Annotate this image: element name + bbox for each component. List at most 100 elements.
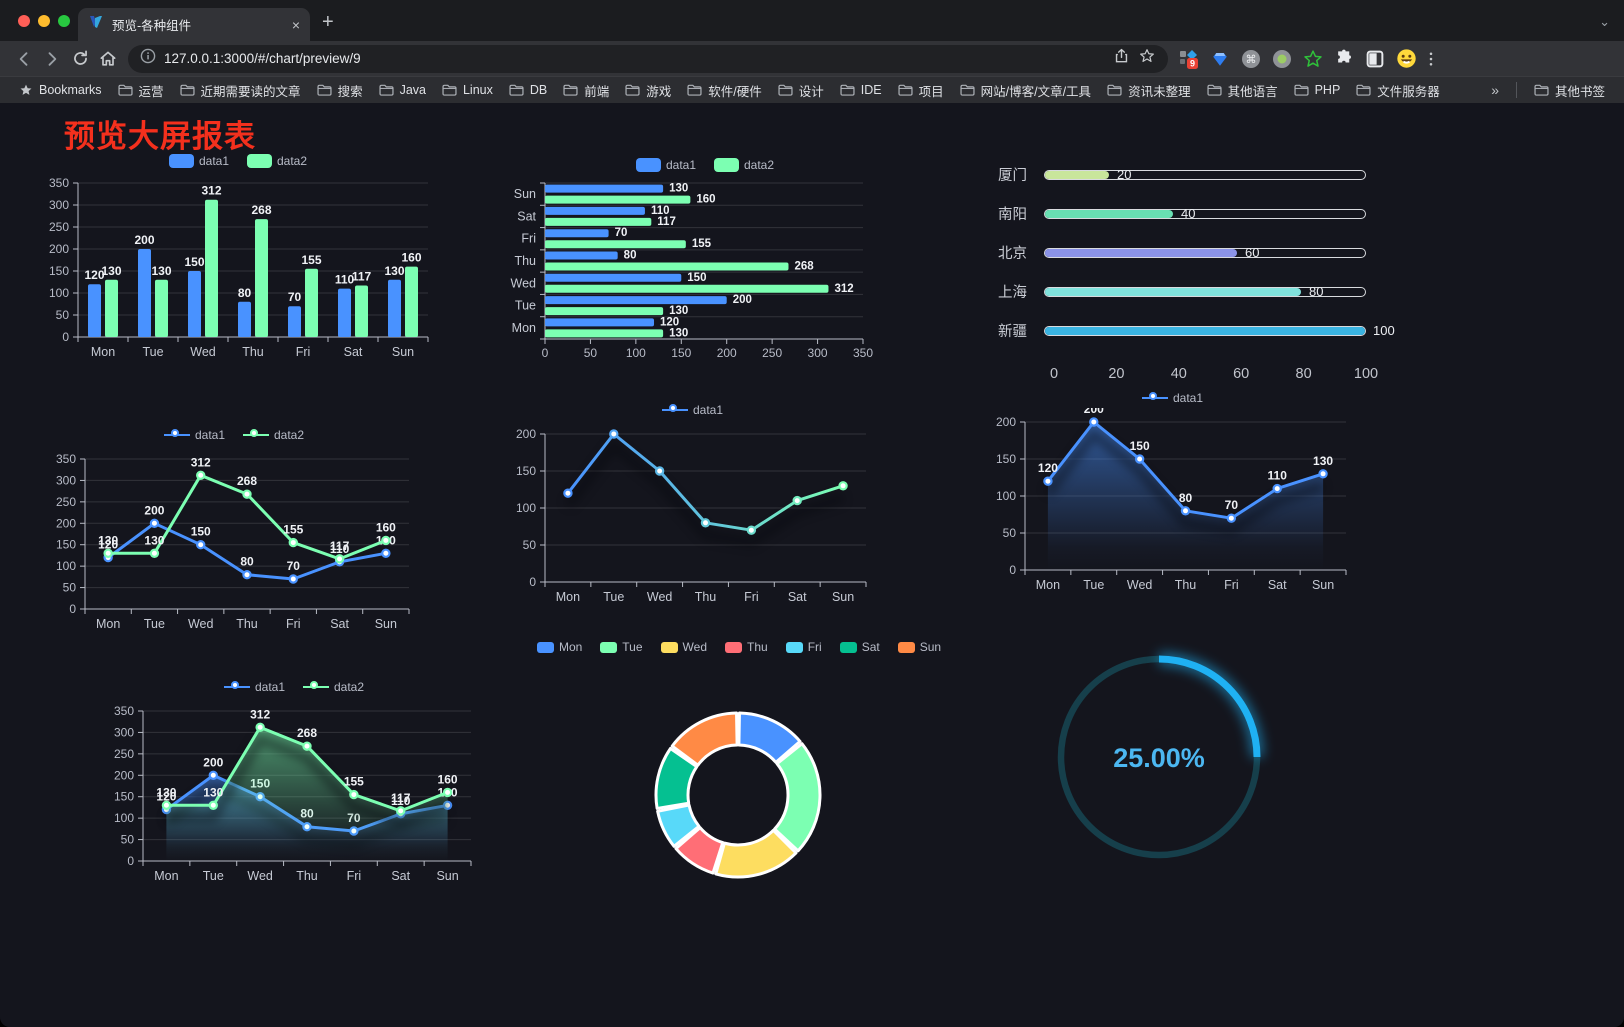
- donut-segment-Sat[interactable]: [654, 747, 699, 810]
- two-series-line-chart[interactable]: data1 data2 0 50 100 150 200 250 300 350 Mon Tue Wed…: [45, 425, 423, 641]
- bookmark-folder-item[interactable]: 近期需要读的文章: [173, 79, 308, 102]
- bookmark-folder-item[interactable]: Java: [372, 81, 433, 99]
- command-extension-icon[interactable]: ⌘: [1240, 48, 1262, 70]
- svg-text:Sat: Sat: [344, 345, 363, 359]
- bookmark-folder-item[interactable]: Linux: [435, 81, 500, 99]
- bookmark-star-icon[interactable]: [1138, 47, 1156, 70]
- legend-item-data2[interactable]: data2: [243, 428, 304, 442]
- bookmark-folder-item[interactable]: 前端: [556, 79, 616, 102]
- donut-segment-Sun[interactable]: [670, 711, 739, 767]
- svg-text:0: 0: [62, 330, 69, 344]
- back-icon[interactable]: [10, 45, 38, 73]
- address-bar[interactable]: 127.0.0.1:3000/#/chart/preview/9: [128, 44, 1168, 73]
- svg-text:200: 200: [144, 503, 164, 517]
- bookmark-folder-item[interactable]: 资讯未整理: [1100, 79, 1198, 102]
- legend-item-data1[interactable]: data1: [635, 158, 696, 172]
- bookmark-folder-item[interactable]: 网站/博客/文章/工具: [953, 79, 1098, 102]
- donut-segment-Mon[interactable]: [737, 711, 802, 764]
- site-info-icon[interactable]: [140, 48, 156, 69]
- bookmark-folder-item[interactable]: 搜索: [310, 79, 370, 102]
- legend-item-data1[interactable]: data1: [1141, 391, 1203, 405]
- progress-row-厦门[interactable]: 厦门 20: [998, 155, 1366, 194]
- bookmarks-manager-item[interactable]: Bookmarks: [12, 81, 109, 99]
- legend-item-data1[interactable]: data1: [163, 428, 225, 442]
- legend-item-Wed[interactable]: Wed: [660, 640, 707, 654]
- bookmark-folder-item[interactable]: 文件服务器: [1349, 79, 1447, 102]
- new-tab-button[interactable]: +: [322, 11, 334, 33]
- donut-segment-Thu[interactable]: [674, 826, 725, 875]
- split-square-extension-icon[interactable]: [1364, 48, 1386, 70]
- legend-item-data1[interactable]: data1: [223, 680, 285, 694]
- legend-item-Fri[interactable]: Fri: [785, 640, 822, 654]
- gem-extension-icon[interactable]: [1209, 48, 1231, 70]
- svg-text:Tue: Tue: [142, 345, 163, 359]
- home-icon[interactable]: [94, 45, 122, 73]
- legend-item-data2[interactable]: data2: [247, 154, 307, 168]
- legend-item-data1[interactable]: data1: [168, 154, 229, 168]
- svg-text:130: 130: [101, 264, 121, 278]
- emoji-extension-icon[interactable]: [1395, 48, 1417, 70]
- svg-text:250: 250: [114, 747, 134, 761]
- green-star-extension-icon[interactable]: [1302, 48, 1324, 70]
- bookmarks-overflow-chevron[interactable]: »: [1491, 82, 1499, 98]
- svg-text:350: 350: [114, 704, 134, 718]
- legend-item-Sat[interactable]: Sat: [839, 640, 880, 654]
- window-minimize-button[interactable]: [38, 15, 50, 27]
- progress-row-新疆[interactable]: 新疆 100: [998, 311, 1395, 350]
- reload-icon[interactable]: [66, 45, 94, 73]
- bookmark-folder-item[interactable]: 其他语言: [1200, 79, 1285, 102]
- svg-text:Wed: Wed: [1127, 578, 1153, 592]
- bookmark-folder-item[interactable]: DB: [502, 81, 554, 99]
- svg-text:70: 70: [288, 290, 302, 304]
- legend-item-Sun[interactable]: Sun: [897, 640, 941, 654]
- share-icon[interactable]: [1113, 47, 1130, 70]
- browser-tab[interactable]: 预览-各种组件 ×: [78, 8, 310, 41]
- donut-segment-Tue[interactable]: [773, 742, 822, 853]
- bookmark-folder-item[interactable]: 设计: [771, 79, 831, 102]
- bookmark-folder-item[interactable]: 项目: [891, 79, 951, 102]
- legend-item-data1[interactable]: data1: [661, 403, 723, 417]
- bookmark-folder-item[interactable]: 游戏: [618, 79, 678, 102]
- browser-menu-icon[interactable]: [1417, 45, 1445, 73]
- progress-row-南阳[interactable]: 南阳 40: [998, 194, 1366, 233]
- green-dot-extension-icon[interactable]: [1271, 48, 1293, 70]
- svg-text:Sun: Sun: [514, 187, 536, 201]
- donut-segment-Fri[interactable]: [656, 803, 701, 848]
- progress-row-上海[interactable]: 上海 80: [998, 272, 1366, 311]
- grouped-bar-chart[interactable]: data1 data2 0 50 100 150 200 250 300 350 Mon Tue Wed…: [40, 151, 436, 369]
- svg-text:150: 150: [114, 790, 134, 804]
- grid-badge-extension-icon[interactable]: 9: [1178, 48, 1200, 70]
- svg-text:160: 160: [376, 520, 396, 534]
- other-bookmarks-folder[interactable]: 其他书签: [1527, 79, 1612, 102]
- window-close-button[interactable]: [18, 15, 30, 27]
- window-zoom-button[interactable]: [58, 15, 70, 27]
- puzzle-extensions-icon[interactable]: [1333, 48, 1355, 70]
- legend-item-data2[interactable]: data2: [303, 680, 364, 694]
- bookmark-folder-item[interactable]: 软件/硬件: [680, 79, 768, 102]
- svg-text:130: 130: [151, 264, 171, 278]
- legend-item-Thu[interactable]: Thu: [725, 640, 768, 654]
- bookmark-folder-item[interactable]: IDE: [833, 81, 889, 99]
- donut-segment-Wed[interactable]: [714, 828, 798, 879]
- svg-text:130: 130: [1313, 454, 1333, 468]
- progress-row-北京[interactable]: 北京 60: [998, 233, 1366, 272]
- svg-text:268: 268: [237, 474, 257, 488]
- forward-icon[interactable]: [38, 45, 66, 73]
- progress-bar-chart[interactable]: 厦门 20 南阳 40 北京 60 上海 80 新疆 100 0 20 40 60 80 100: [998, 155, 1395, 387]
- tab-close-icon[interactable]: ×: [291, 16, 300, 33]
- two-series-area-chart[interactable]: data1 data2 0 50 100 150 200 250 300 350 Mon Tue Wed…: [103, 677, 485, 893]
- svg-text:50: 50: [63, 581, 77, 595]
- legend-item-data2[interactable]: data2: [714, 158, 774, 172]
- bookmark-folder-item[interactable]: 运营: [111, 79, 171, 102]
- bookmark-folder-item[interactable]: PHP: [1287, 81, 1348, 99]
- legend-item-Tue[interactable]: Tue: [600, 640, 643, 654]
- horizontal-bar-chart[interactable]: data1 data2 0 50 100 150 200 250 300 350 Sun 130 160…: [505, 155, 905, 369]
- donut-chart[interactable]: Mon Tue Wed Thu Fri Sat Sun: [536, 637, 941, 893]
- tab-search-chevron-icon[interactable]: ⌄: [1599, 14, 1610, 29]
- area-line-chart[interactable]: data1 0 50 100 150 200 Mon Tue Wed Thu Fri Sat Sun 12…: [985, 388, 1360, 602]
- legend-item-Mon[interactable]: Mon: [536, 640, 582, 654]
- svg-text:110: 110: [1268, 469, 1288, 483]
- url-text[interactable]: 127.0.0.1:3000/#/chart/preview/9: [164, 51, 361, 66]
- ring-progress-gauge[interactable]: 25.00%: [1038, 635, 1286, 885]
- gradient-line-chart[interactable]: data1 0 50 100 150 200 Mon Tue Wed Thu Fri Sat Sun: [505, 400, 880, 614]
